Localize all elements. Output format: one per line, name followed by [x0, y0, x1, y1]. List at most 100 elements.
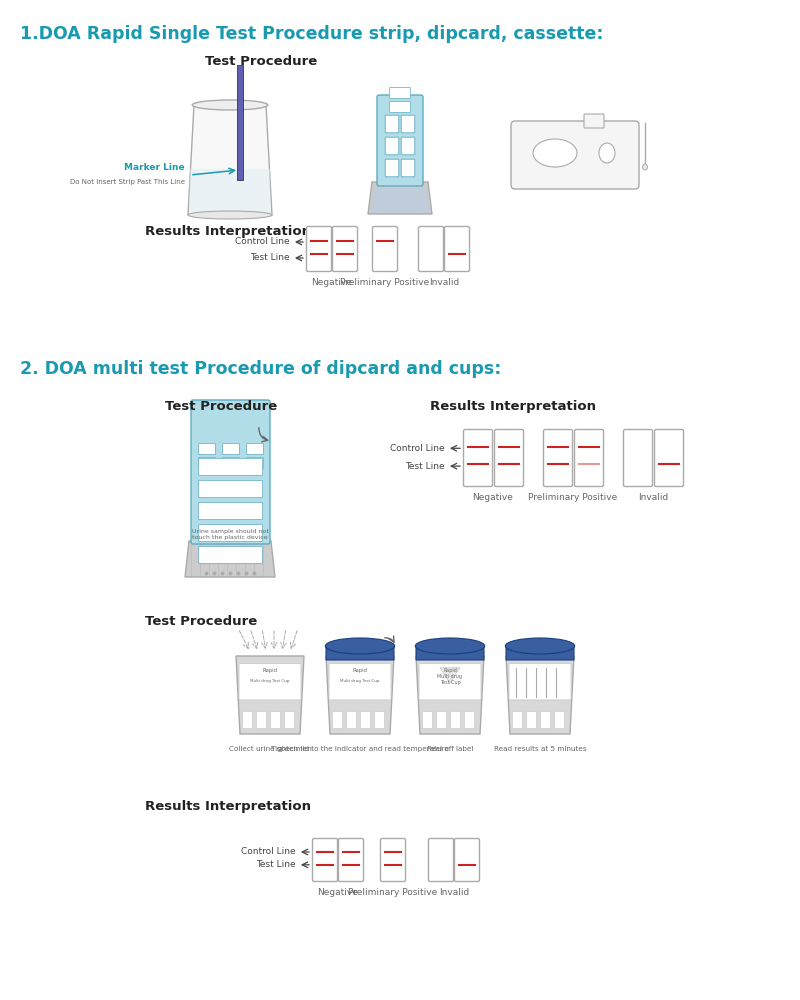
FancyBboxPatch shape	[198, 524, 262, 542]
Text: Test Procedure: Test Procedure	[165, 400, 278, 413]
Text: Test Line: Test Line	[250, 253, 290, 262]
Polygon shape	[368, 182, 432, 214]
Text: 1.DOA Rapid Single Test Procedure strip, dipcard, cassette:: 1.DOA Rapid Single Test Procedure strip,…	[20, 25, 603, 43]
Bar	[332, 711, 342, 728]
FancyBboxPatch shape	[198, 502, 262, 520]
FancyBboxPatch shape	[584, 114, 604, 128]
Text: Preliminary Positive: Preliminary Positive	[348, 888, 438, 897]
Ellipse shape	[326, 638, 394, 654]
Polygon shape	[506, 656, 574, 734]
FancyBboxPatch shape	[198, 444, 215, 454]
Polygon shape	[236, 656, 304, 734]
Polygon shape	[185, 541, 275, 577]
Polygon shape	[440, 668, 460, 683]
Text: Negative: Negative	[473, 493, 514, 502]
Bar	[450, 711, 460, 728]
Text: Test Line: Test Line	[256, 860, 296, 869]
FancyBboxPatch shape	[222, 444, 239, 454]
FancyBboxPatch shape	[329, 664, 391, 700]
FancyBboxPatch shape	[198, 546, 262, 564]
Text: Rapid
Multi drug
Test Cup: Rapid Multi drug Test Cup	[438, 668, 462, 685]
Polygon shape	[416, 656, 484, 734]
Text: Rapid: Rapid	[353, 668, 367, 673]
FancyBboxPatch shape	[377, 95, 423, 186]
Text: Tighten lid to the indicator and read temperature: Tighten lid to the indicator and read te…	[271, 746, 449, 752]
FancyBboxPatch shape	[454, 838, 479, 882]
FancyBboxPatch shape	[390, 102, 410, 112]
Bar	[360, 711, 370, 728]
Polygon shape	[189, 169, 271, 215]
FancyBboxPatch shape	[338, 838, 363, 882]
Text: Collect urine specimen: Collect urine specimen	[229, 746, 311, 752]
Ellipse shape	[506, 638, 574, 654]
Text: Peel off label: Peel off label	[426, 746, 474, 752]
Text: 2. DOA multi test Procedure of dipcard and cups:: 2. DOA multi test Procedure of dipcard a…	[20, 360, 502, 378]
Bar	[554, 711, 564, 728]
Text: Negative: Negative	[318, 888, 358, 897]
Text: Multi drug Test Cup: Multi drug Test Cup	[250, 679, 290, 683]
FancyBboxPatch shape	[506, 646, 574, 660]
Text: Results Interpretation: Results Interpretation	[145, 800, 311, 813]
Ellipse shape	[599, 143, 615, 163]
Bar	[374, 711, 384, 728]
FancyBboxPatch shape	[543, 430, 573, 487]
FancyBboxPatch shape	[386, 159, 398, 177]
Bar	[464, 711, 474, 728]
FancyBboxPatch shape	[429, 838, 454, 882]
Text: Rapid: Rapid	[262, 668, 278, 673]
FancyBboxPatch shape	[416, 646, 484, 660]
Text: Invalid: Invalid	[638, 493, 668, 502]
Text: Test Procedure: Test Procedure	[145, 615, 258, 628]
FancyBboxPatch shape	[191, 400, 270, 544]
FancyBboxPatch shape	[239, 664, 301, 700]
FancyBboxPatch shape	[401, 115, 415, 133]
Text: Multi drug Test Cup: Multi drug Test Cup	[340, 679, 380, 683]
FancyBboxPatch shape	[418, 227, 443, 271]
Polygon shape	[188, 105, 272, 215]
FancyBboxPatch shape	[198, 481, 262, 497]
Text: Preliminary Positive: Preliminary Positive	[528, 493, 618, 502]
Text: Results Interpretation: Results Interpretation	[145, 225, 311, 238]
Ellipse shape	[533, 139, 577, 167]
FancyBboxPatch shape	[386, 137, 398, 155]
Bar	[256, 711, 266, 728]
FancyBboxPatch shape	[246, 458, 263, 468]
Text: Preliminary Positive: Preliminary Positive	[340, 278, 430, 287]
Bar	[237, 65, 243, 180]
Polygon shape	[326, 656, 394, 734]
FancyBboxPatch shape	[509, 664, 571, 700]
Text: Do Not Insert Strip Past This Line: Do Not Insert Strip Past This Line	[70, 179, 185, 185]
Bar	[346, 711, 356, 728]
Text: Results Interpretation: Results Interpretation	[430, 400, 596, 413]
FancyBboxPatch shape	[381, 838, 406, 882]
Text: Negative: Negative	[311, 278, 353, 287]
Text: Control Line: Control Line	[242, 848, 296, 856]
FancyBboxPatch shape	[198, 458, 215, 468]
FancyBboxPatch shape	[463, 430, 493, 487]
FancyBboxPatch shape	[401, 159, 415, 177]
Bar	[512, 711, 522, 728]
FancyBboxPatch shape	[623, 430, 653, 487]
Bar	[270, 711, 280, 728]
FancyBboxPatch shape	[198, 458, 262, 476]
Bar	[284, 711, 294, 728]
Ellipse shape	[415, 638, 485, 654]
Bar	[526, 711, 536, 728]
FancyBboxPatch shape	[390, 88, 410, 99]
Text: Urine sample should not
touch the plastic device: Urine sample should not touch the plasti…	[191, 529, 269, 540]
FancyBboxPatch shape	[511, 121, 639, 189]
FancyBboxPatch shape	[326, 646, 394, 660]
FancyBboxPatch shape	[333, 227, 358, 271]
FancyBboxPatch shape	[654, 430, 683, 487]
Text: Control Line: Control Line	[390, 444, 445, 453]
FancyBboxPatch shape	[222, 458, 239, 468]
FancyBboxPatch shape	[574, 430, 603, 487]
Text: Read results at 5 minutes: Read results at 5 minutes	[494, 746, 586, 752]
FancyBboxPatch shape	[445, 227, 470, 271]
FancyBboxPatch shape	[494, 430, 523, 487]
Ellipse shape	[642, 164, 647, 170]
Bar	[436, 711, 446, 728]
Text: Invalid: Invalid	[429, 278, 459, 287]
FancyBboxPatch shape	[401, 137, 415, 155]
Text: Test Procedure: Test Procedure	[205, 55, 318, 68]
